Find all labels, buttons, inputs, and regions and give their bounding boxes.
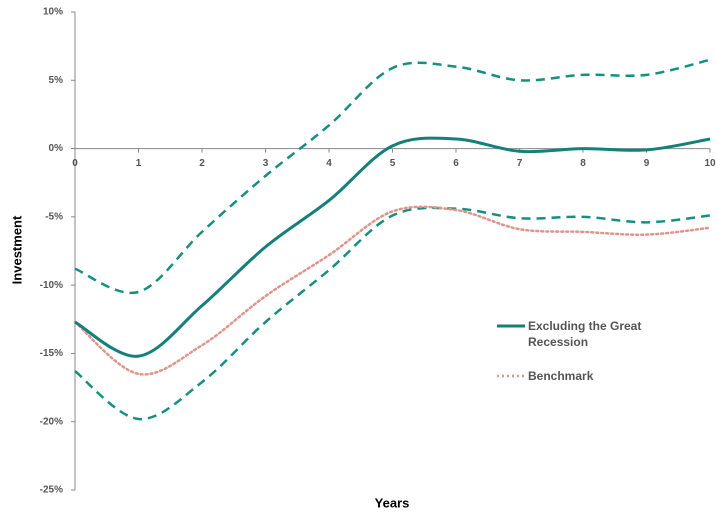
series-line	[74, 206, 711, 421]
y-tick-label: -20%	[40, 416, 63, 427]
x-tick-label: 2	[199, 158, 205, 169]
y-tick-label: 5%	[49, 75, 64, 86]
series-line	[74, 136, 711, 358]
x-tick-label: 3	[263, 158, 269, 169]
legend-label: Benchmark	[528, 369, 594, 383]
x-tick-label: 4	[326, 158, 332, 169]
x-tick-label: 9	[644, 158, 650, 169]
x-tick-label: 5	[390, 158, 396, 169]
series-line	[74, 58, 711, 295]
x-tick-label: 0	[72, 158, 78, 169]
x-axis-label: Years	[375, 495, 410, 510]
x-tick-label: 8	[580, 158, 586, 169]
y-tick-label: 10%	[43, 7, 63, 18]
y-tick-label: -10%	[40, 280, 63, 291]
y-axis-label: Investment	[9, 215, 24, 284]
x-tick-label: 7	[517, 158, 523, 169]
x-tick-label: 6	[453, 158, 459, 169]
x-tick-label: 10	[704, 158, 716, 169]
y-tick-label: -5%	[45, 211, 63, 222]
y-tick-label: 0%	[49, 143, 64, 154]
series-line	[73, 205, 712, 376]
x-tick-label: 1	[136, 158, 142, 169]
y-tick-label: -25%	[40, 485, 63, 496]
legend-label: Excluding the Great Recession	[528, 319, 642, 349]
y-tick-label: -15%	[40, 348, 63, 359]
